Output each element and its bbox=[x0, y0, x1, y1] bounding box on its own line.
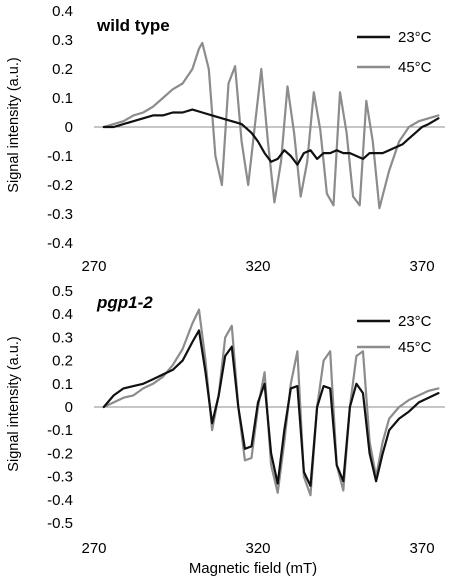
x-axis-label: Magnetic field (mT) bbox=[189, 560, 317, 577]
series-line-45c bbox=[102, 308, 440, 497]
y-tick-label: -0.3 bbox=[47, 206, 73, 223]
x-tick-labels: 270 320 370 bbox=[81, 540, 434, 557]
series-lines bbox=[102, 308, 440, 497]
x-tick-labels: 270 320 370 bbox=[81, 258, 434, 275]
y-tick-label: 0.3 bbox=[52, 329, 73, 346]
y-tick-label: -0.4 bbox=[47, 492, 73, 509]
series-line-45c bbox=[102, 41, 440, 210]
y-tick-label: -0.4 bbox=[47, 235, 73, 252]
series-line-23c bbox=[102, 108, 440, 166]
y-tick-label: 0.4 bbox=[52, 306, 73, 323]
panel-title: pgp1-2 bbox=[96, 293, 153, 312]
x-tick-label: 270 bbox=[81, 540, 106, 557]
y-tick-label: -0.2 bbox=[47, 445, 73, 462]
y-tick-labels: 0.5 0.4 0.3 0.2 0.1 0 -0.1 -0.2 -0.3 -0.4 -0.5 bbox=[47, 283, 73, 532]
y-tick-label: 0 bbox=[65, 119, 73, 136]
chart-panel-wild-type: Signal intensity (a.u.) wild type 0.4 0.3… bbox=[6, 3, 445, 275]
legend-label-45c: 45°C bbox=[398, 59, 432, 76]
y-tick-label: -0.5 bbox=[47, 515, 73, 532]
y-tick-labels: 0.4 0.3 0.2 0.1 0 -0.1 -0.2 -0.3 -0.4 bbox=[47, 3, 73, 252]
legend-label-23c: 23°C bbox=[398, 29, 432, 46]
y-tick-label: 0.2 bbox=[52, 353, 73, 370]
legend: 23°C 45°C bbox=[357, 29, 432, 76]
series-lines bbox=[102, 41, 440, 210]
legend: 23°C 45°C bbox=[357, 313, 432, 356]
y-tick-label: 0.2 bbox=[52, 61, 73, 78]
x-tick-label: 370 bbox=[410, 258, 435, 275]
y-tick-label: -0.2 bbox=[47, 177, 73, 194]
x-tick-label: 320 bbox=[246, 540, 271, 557]
y-tick-label: -0.1 bbox=[47, 422, 73, 439]
legend-label-23c: 23°C bbox=[398, 313, 432, 330]
y-tick-label: 0.5 bbox=[52, 283, 73, 300]
x-tick-label: 320 bbox=[246, 258, 271, 275]
y-tick-label: -0.3 bbox=[47, 469, 73, 486]
series-line-23c bbox=[102, 329, 440, 487]
y-tick-label: -0.1 bbox=[47, 148, 73, 165]
y-tick-label: 0 bbox=[65, 399, 73, 416]
y-tick-label: 0.1 bbox=[52, 90, 73, 107]
legend-label-45c: 45°C bbox=[398, 339, 432, 356]
y-tick-label: 0.1 bbox=[52, 376, 73, 393]
y-axis-label: Signal intensity (a.u.) bbox=[6, 336, 22, 471]
x-tick-label: 270 bbox=[81, 258, 106, 275]
y-axis-label: Signal intensity (a.u.) bbox=[6, 57, 22, 192]
y-tick-label: 0.4 bbox=[52, 3, 73, 20]
y-tick-label: 0.3 bbox=[52, 32, 73, 49]
panel-title: wild type bbox=[96, 16, 170, 35]
chart-panel-pgp1-2: Signal intensity (a.u.) pgp1-2 0.5 0.4 0.3… bbox=[6, 283, 445, 557]
x-tick-label: 370 bbox=[410, 540, 435, 557]
